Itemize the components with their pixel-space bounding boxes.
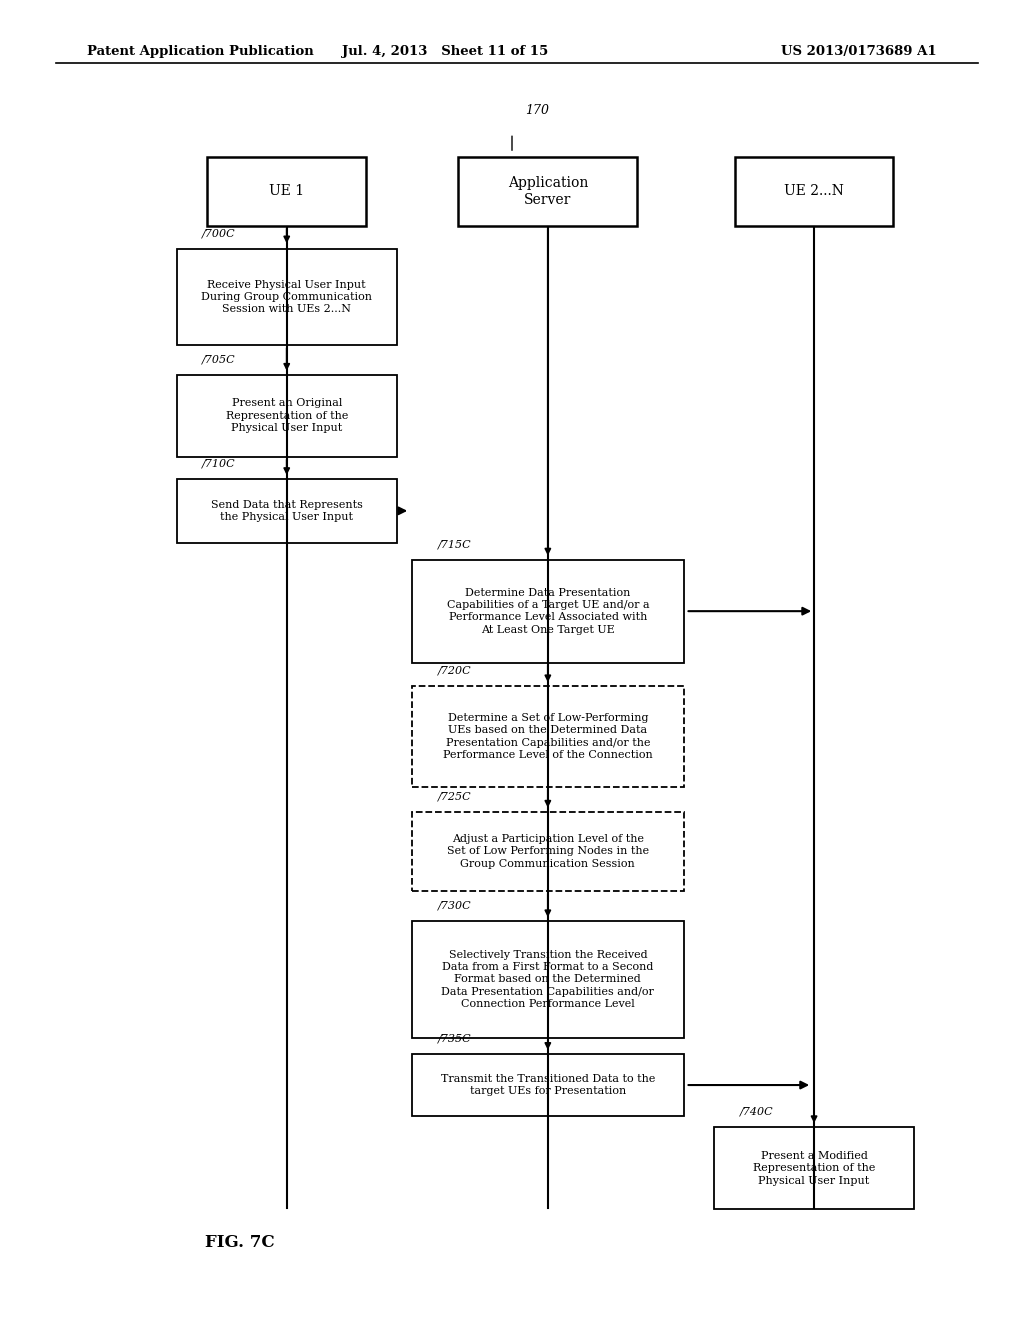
Text: Determine a Set of Low-Performing
UEs based on the Determined Data
Presentation : Determine a Set of Low-Performing UEs ba… xyxy=(443,713,652,760)
Text: Patent Application Publication: Patent Application Publication xyxy=(87,45,313,58)
Text: /700C: /700C xyxy=(203,228,236,238)
Text: FIG. 7C: FIG. 7C xyxy=(205,1234,274,1251)
Text: Present an Original
Representation of the
Physical User Input: Present an Original Representation of th… xyxy=(225,399,348,433)
Bar xyxy=(735,157,893,226)
Bar xyxy=(177,248,397,345)
Text: /730C: /730C xyxy=(438,900,471,911)
Text: Jul. 4, 2013   Sheet 11 of 15: Jul. 4, 2013 Sheet 11 of 15 xyxy=(342,45,549,58)
Bar xyxy=(412,1053,684,1117)
Bar xyxy=(412,812,684,891)
Text: Send Data that Represents
the Physical User Input: Send Data that Represents the Physical U… xyxy=(211,500,362,521)
Text: /710C: /710C xyxy=(203,458,236,469)
Text: /715C: /715C xyxy=(438,539,471,549)
Text: 170: 170 xyxy=(525,104,549,117)
Bar xyxy=(207,157,367,226)
Text: Transmit the Transitioned Data to the
target UEs for Presentation: Transmit the Transitioned Data to the ta… xyxy=(440,1074,655,1096)
Text: Application
Server: Application Server xyxy=(508,177,588,206)
Text: /720C: /720C xyxy=(438,665,471,676)
Text: Selectively Transition the Received
Data from a First Format to a Second
Format : Selectively Transition the Received Data… xyxy=(441,949,654,1010)
Text: /725C: /725C xyxy=(438,791,471,801)
Text: US 2013/0173689 A1: US 2013/0173689 A1 xyxy=(781,45,937,58)
Bar xyxy=(177,479,397,543)
Bar xyxy=(412,921,684,1038)
Text: UE 1: UE 1 xyxy=(269,185,304,198)
Bar xyxy=(412,686,684,787)
Text: /740C: /740C xyxy=(739,1106,773,1117)
Text: UE 2...N: UE 2...N xyxy=(784,185,844,198)
Text: Present a Modified
Representation of the
Physical User Input: Present a Modified Representation of the… xyxy=(753,1151,876,1185)
Text: Receive Physical User Input
During Group Communication
Session with UEs 2...N: Receive Physical User Input During Group… xyxy=(202,280,372,314)
Bar xyxy=(459,157,637,226)
Bar xyxy=(412,560,684,663)
Text: Adjust a Participation Level of the
Set of Low Performing Nodes in the
Group Com: Adjust a Participation Level of the Set … xyxy=(446,834,649,869)
Text: /705C: /705C xyxy=(203,354,236,364)
Text: Determine Data Presentation
Capabilities of a Target UE and/or a
Performance Lev: Determine Data Presentation Capabilities… xyxy=(446,587,649,635)
Bar xyxy=(715,1127,914,1209)
Bar xyxy=(177,375,397,457)
Text: /735C: /735C xyxy=(438,1034,471,1043)
